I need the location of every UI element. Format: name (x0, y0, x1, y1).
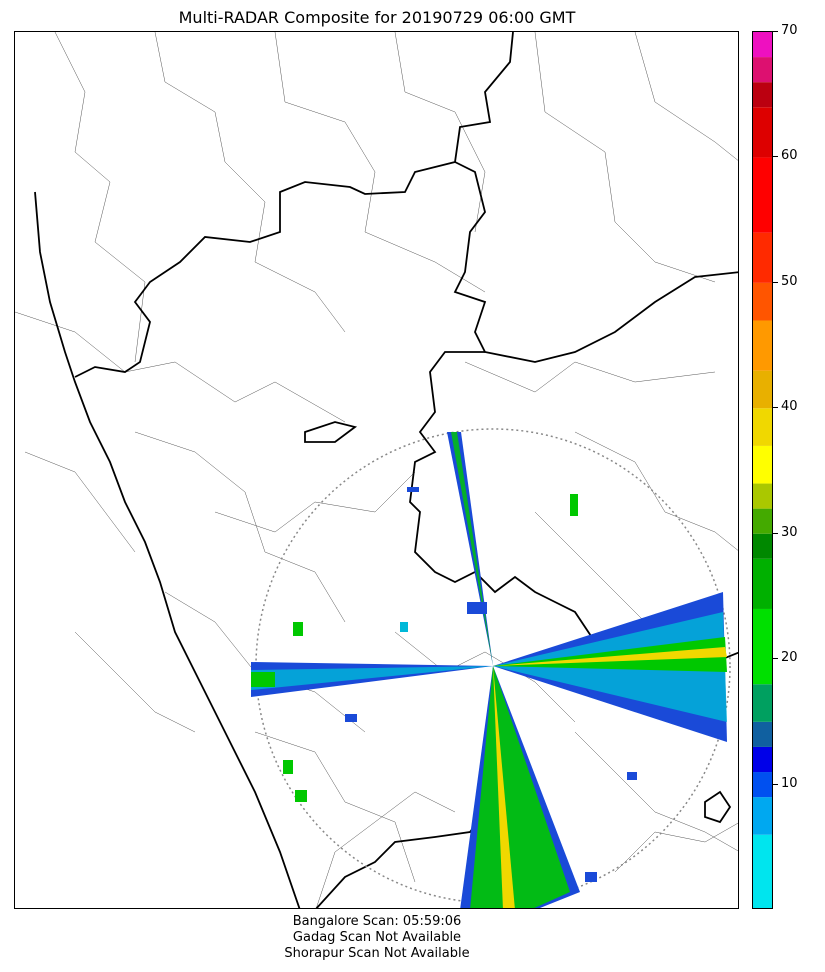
tick-mark (773, 156, 778, 158)
tick-mark (773, 783, 778, 785)
colorbar-band (753, 772, 772, 798)
colorbar-band (753, 107, 772, 158)
tick-mark (773, 532, 778, 534)
scan-status: Bangalore Scan: 05:59:06 Gadag Scan Not … (14, 914, 740, 962)
chart-title: Multi-RADAR Composite for 20190729 06:00… (178, 8, 576, 27)
colorbar-band (753, 57, 772, 83)
colorbar-band (753, 232, 772, 283)
colorbar-band (753, 157, 772, 233)
colorbar-band (753, 684, 772, 722)
gadag-scan-label: Gadag Scan Not Available (292, 930, 462, 945)
tick-label: 10 (781, 775, 798, 791)
colorbar-band (753, 533, 772, 559)
tick-label: 30 (781, 524, 798, 540)
radar-map[interactable] (14, 31, 739, 909)
colorbar-ticks: 10 20 30 40 50 60 70 (773, 23, 825, 909)
colorbar-band (753, 32, 772, 58)
tick-label: 20 (781, 650, 798, 666)
colorbar-band (753, 608, 772, 685)
colorbar-band (753, 558, 772, 609)
colorbar-band (753, 282, 772, 321)
colorbar-band (753, 834, 772, 908)
colorbar-band (753, 746, 772, 773)
tick-label: 60 (781, 148, 798, 164)
colorbar-band (753, 797, 772, 835)
bangalore-scan-label: Bangalore Scan: 05:59:06 (292, 914, 462, 929)
tick-mark (773, 658, 778, 660)
colorbar-band (753, 483, 772, 509)
tick-label: 70 (781, 23, 798, 38)
colorbar-band (753, 320, 772, 371)
colorbar-band (753, 370, 772, 409)
tick-label: 40 (781, 399, 798, 415)
colorbar (752, 31, 773, 909)
tick-mark (773, 31, 778, 32)
radar-range-ring (255, 428, 731, 904)
colorbar-band (753, 508, 772, 534)
shorapur-scan-label: Shorapur Scan Not Available (284, 946, 470, 961)
tick-label: 50 (781, 273, 798, 289)
tick-mark (773, 407, 778, 409)
radar-echoes (251, 432, 727, 908)
colorbar-band (753, 82, 772, 108)
tick-mark (773, 281, 778, 283)
colorbar-band (753, 445, 772, 484)
colorbar-band (753, 721, 772, 747)
north-beam (447, 432, 493, 666)
colorbar-band (753, 408, 772, 446)
